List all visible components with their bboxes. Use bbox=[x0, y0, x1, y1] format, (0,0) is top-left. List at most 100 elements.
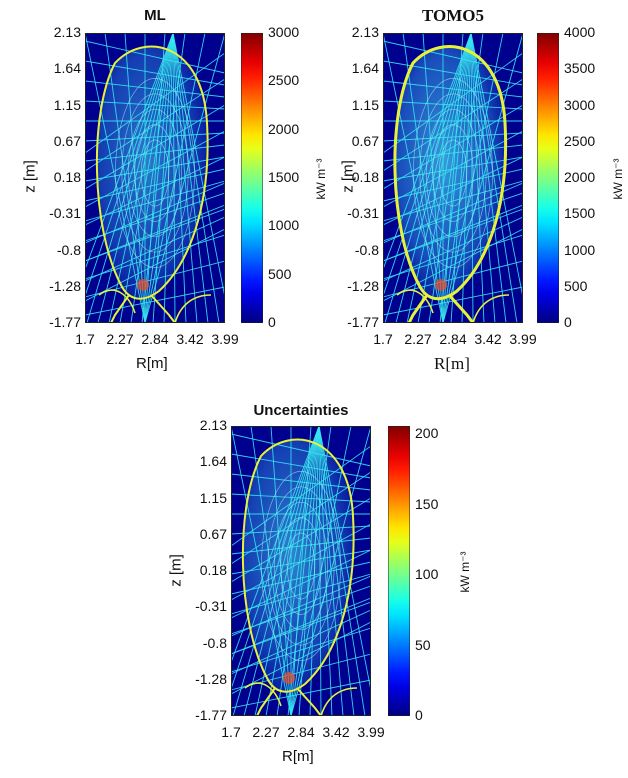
flux-surfaces bbox=[115, 78, 195, 268]
flux-surface bbox=[267, 486, 335, 646]
line-of-sight bbox=[231, 575, 371, 637]
line-of-sight bbox=[383, 33, 444, 323]
line-of-sight bbox=[86, 33, 174, 323]
x-tick-label: 1.7 bbox=[75, 331, 95, 347]
line-of-sight bbox=[231, 453, 371, 479]
lines-of-sight bbox=[85, 33, 225, 323]
line-of-sight bbox=[287, 426, 320, 716]
line-of-sight bbox=[231, 561, 371, 595]
line-of-sight bbox=[470, 33, 485, 323]
y-tick-label: 1.64 bbox=[53, 60, 81, 77]
x-tick-label: 2.27 bbox=[106, 331, 134, 347]
colorbar-gradient bbox=[537, 33, 559, 323]
line-of-sight bbox=[442, 33, 484, 323]
x-tick-label: 2.27 bbox=[404, 331, 432, 347]
flux-surfaces bbox=[413, 78, 493, 268]
colorbar bbox=[241, 33, 263, 323]
x-tick-label: 3.99 bbox=[509, 331, 537, 347]
line-of-sight bbox=[318, 426, 355, 716]
x-tick-label: 1.7 bbox=[373, 331, 393, 347]
chart-title: TOMO5 bbox=[421, 6, 485, 25]
line-of-sight bbox=[85, 40, 225, 74]
line-of-sight bbox=[318, 426, 366, 716]
line-of-sight bbox=[384, 33, 472, 323]
colorbar-label: kW m⁻³ bbox=[458, 551, 472, 593]
line-of-sight bbox=[85, 234, 225, 280]
colorbar-tick-label: 100 bbox=[415, 566, 439, 583]
line-of-sight bbox=[97, 33, 174, 323]
flux-surface bbox=[115, 78, 195, 268]
line-of-sight bbox=[417, 33, 472, 323]
line-of-sight bbox=[383, 100, 523, 110]
line-of-sight bbox=[290, 426, 371, 716]
y-tick-label: 1.15 bbox=[199, 489, 227, 506]
line-of-sight bbox=[172, 33, 225, 300]
separatrix bbox=[393, 45, 508, 301]
x-tick-label: 3.42 bbox=[474, 331, 502, 347]
line-of-sight bbox=[85, 33, 146, 323]
colorbar-tick-label: 500 bbox=[268, 265, 292, 282]
flux-surface bbox=[286, 532, 316, 600]
x-point-hotspot bbox=[283, 672, 295, 684]
y-tick-label: 0.67 bbox=[351, 132, 379, 149]
line-of-sight bbox=[383, 52, 523, 154]
y-tick-label: -0.8 bbox=[202, 634, 227, 651]
line-of-sight bbox=[265, 426, 320, 716]
y-tick-label: -0.31 bbox=[347, 205, 379, 222]
plasma-region bbox=[96, 46, 208, 299]
line-of-sight bbox=[231, 537, 371, 555]
plasma-region bbox=[242, 439, 354, 692]
x-point-hotspot bbox=[435, 279, 447, 291]
y-tick-label: 0.18 bbox=[351, 169, 379, 185]
line-of-sight bbox=[85, 144, 225, 162]
flux-surfaces bbox=[261, 471, 341, 661]
x-tick-label: 3.99 bbox=[211, 331, 239, 347]
line-of-sight bbox=[318, 426, 371, 693]
y-tick-label: 2.13 bbox=[53, 24, 81, 40]
line-of-sight bbox=[383, 168, 523, 202]
x-axis-label: R[m] bbox=[282, 748, 314, 765]
colorbar-gradient bbox=[241, 33, 263, 323]
colorbar-tick-label: 2000 bbox=[564, 169, 596, 185]
colorbar-gradient bbox=[388, 426, 410, 716]
y-tick-label: -1.28 bbox=[195, 670, 227, 687]
line-of-sight bbox=[85, 130, 225, 208]
line-of-sight bbox=[290, 426, 332, 716]
y-tick-label: -1.77 bbox=[49, 314, 81, 330]
colorbar-tick-label: 1000 bbox=[564, 241, 596, 258]
flux-surface bbox=[273, 501, 329, 631]
flux-surface bbox=[140, 139, 170, 207]
x-tick-label: 3.42 bbox=[322, 724, 350, 740]
y-tick-label: 0.18 bbox=[199, 562, 227, 578]
line-of-sight bbox=[231, 426, 292, 716]
y-tick-label: 1.64 bbox=[351, 60, 379, 77]
line-of-sight bbox=[442, 33, 464, 323]
y-tick-label: -0.8 bbox=[354, 241, 379, 258]
line-of-sight bbox=[395, 33, 472, 323]
separatrix bbox=[241, 438, 355, 693]
line-of-sight bbox=[231, 433, 371, 467]
colorbar-label: kW m⁻³ bbox=[611, 158, 625, 200]
flux-surface bbox=[419, 93, 487, 253]
y-tick-label: 1.64 bbox=[199, 453, 227, 470]
line-of-sight bbox=[172, 33, 220, 323]
line-of-sight bbox=[290, 426, 312, 716]
line-of-sight bbox=[85, 156, 225, 226]
colorbar-tick-label: 500 bbox=[564, 277, 588, 294]
line-of-sight bbox=[231, 493, 371, 503]
line-of-sight bbox=[85, 180, 225, 222]
x-point-hotspot bbox=[137, 279, 149, 291]
line-of-sight bbox=[85, 132, 225, 142]
y-tick-label: -0.8 bbox=[56, 241, 81, 258]
separatrix bbox=[95, 45, 209, 300]
flux-surface bbox=[432, 124, 474, 222]
y-tick-label: 1.15 bbox=[53, 96, 81, 113]
chart-title: Uncertainties bbox=[253, 402, 349, 419]
colorbar-tick-label: 3500 bbox=[564, 60, 596, 77]
x-tick-label: 1.7 bbox=[221, 724, 241, 740]
colorbar-tick-label: 2500 bbox=[268, 72, 300, 89]
flux-surface bbox=[425, 108, 481, 238]
heatmap-plot bbox=[231, 426, 371, 716]
x-tick-label: 2.27 bbox=[252, 724, 280, 740]
plot-frame bbox=[85, 33, 225, 323]
